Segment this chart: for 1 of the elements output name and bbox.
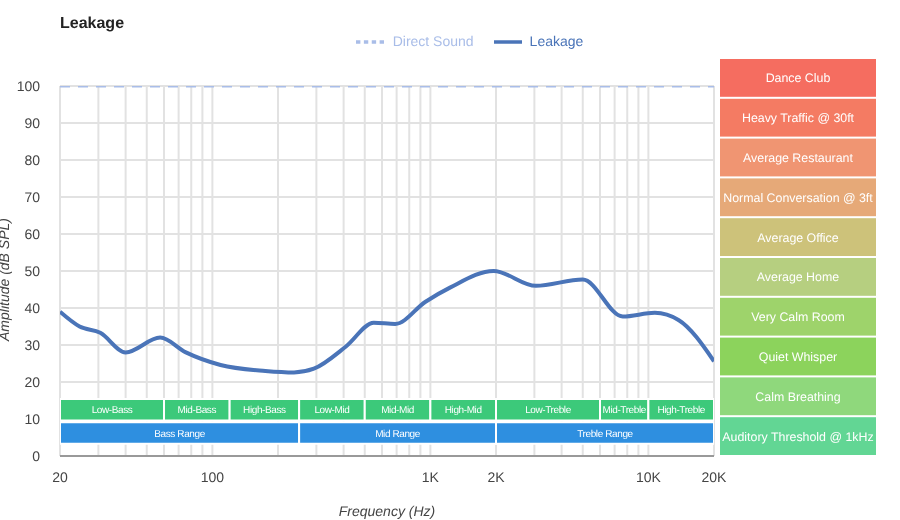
chart-title: Leakage (60, 14, 125, 32)
